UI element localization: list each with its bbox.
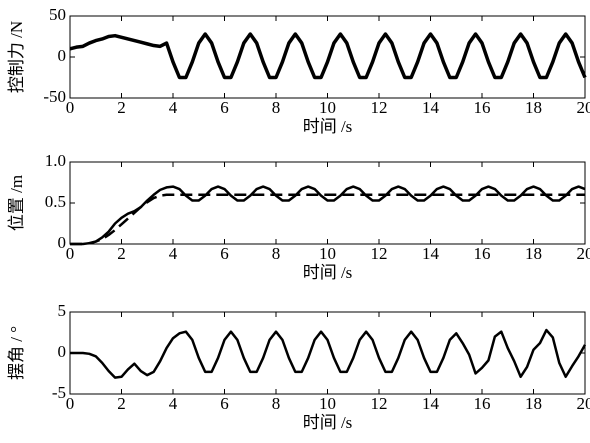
x-tick-label: 6 (220, 394, 229, 413)
x-tick-label: 14 (422, 244, 440, 263)
x-tick-label: 0 (66, 98, 75, 117)
y-axis-label: 位置 /m (7, 175, 26, 231)
data-line (70, 193, 585, 246)
x-tick-label: 4 (169, 394, 178, 413)
data-line (70, 185, 586, 246)
x-tick-label: 14 (422, 394, 440, 413)
x-tick-label: 2 (117, 98, 126, 117)
y-tick-label: -50 (43, 87, 66, 106)
y-tick-label: 50 (49, 5, 66, 24)
x-tick-label: 18 (525, 244, 542, 263)
x-tick-label: 16 (474, 244, 491, 263)
y-axis-label: 控制力 /N (7, 21, 26, 93)
y-tick-label: 1.0 (45, 151, 66, 170)
x-tick-label: 8 (272, 98, 281, 117)
x-tick-label: 18 (525, 394, 542, 413)
x-tick-label: 20 (577, 244, 590, 263)
plot-frame (69, 311, 586, 395)
y-tick-label: 0 (58, 233, 67, 252)
x-tick-label: 12 (371, 244, 388, 263)
x-tick-label: 10 (319, 244, 336, 263)
x-tick-label: 10 (319, 98, 336, 117)
y-tick-label: -5 (52, 383, 66, 402)
y-axis-label: 摆角 / ° (7, 326, 26, 380)
x-tick-label: 0 (66, 244, 75, 263)
x-tick-label: 12 (371, 98, 388, 117)
x-tick-label: 4 (169, 98, 178, 117)
x-tick-label: 18 (525, 98, 542, 117)
x-tick-label: 14 (422, 98, 440, 117)
x-tick-label: 10 (319, 394, 336, 413)
x-tick-label: 20 (577, 98, 590, 117)
x-tick-label: 6 (220, 98, 229, 117)
y-tick-label: 0 (58, 342, 67, 361)
y-tick-label: 0.5 (45, 192, 66, 211)
x-tick-label: 16 (474, 98, 491, 117)
x-tick-label: 12 (371, 394, 388, 413)
x-tick-label: 0 (66, 394, 75, 413)
x-tick-label: 6 (220, 244, 229, 263)
x-axis-label: 时间 /s (303, 263, 353, 282)
x-tick-label: 4 (169, 244, 178, 263)
x-axis-label: 时间 /s (303, 117, 353, 136)
x-axis-label: 时间 /s (303, 413, 353, 432)
x-tick-label: 8 (272, 244, 281, 263)
x-tick-label: 2 (117, 394, 126, 413)
y-tick-label: 0 (58, 46, 67, 65)
data-line (70, 328, 587, 379)
x-tick-label: 20 (577, 394, 590, 413)
x-tick-label: 16 (474, 394, 491, 413)
x-tick-label: 2 (117, 244, 126, 263)
y-tick-label: 5 (58, 301, 67, 320)
data-line (69, 32, 587, 80)
x-tick-label: 8 (272, 394, 281, 413)
